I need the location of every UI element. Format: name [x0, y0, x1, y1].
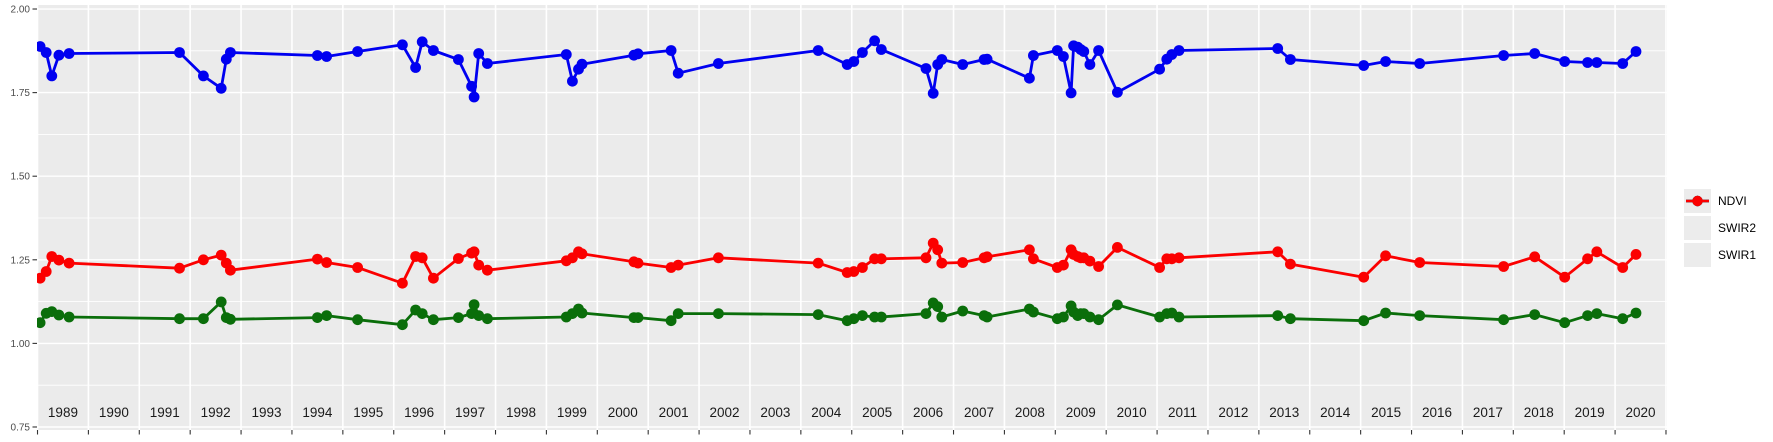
y-tick-label: 1.25	[11, 255, 31, 266]
x-tick-label: 1998	[506, 405, 536, 420]
legend-item-swir2: SWIR2	[1684, 195, 1757, 240]
x-tick-label: 2006	[913, 405, 943, 420]
x-tick-label: 1989	[48, 405, 78, 420]
legend-label-swir2: SWIR2	[1718, 221, 1757, 235]
x-tick-label: 2004	[811, 405, 842, 420]
x-tick-label: 1990	[99, 405, 129, 420]
legend-marker-icon	[1686, 195, 1709, 207]
x-tick-label: 1994	[302, 405, 333, 420]
y-tick-label: 2.00	[11, 5, 31, 16]
x-tick-label: 2016	[1422, 405, 1452, 420]
x-tick-label: 2011	[1168, 405, 1197, 420]
legend-label-swir1: SWIR1	[1718, 248, 1757, 262]
x-tick-label: 2000	[608, 405, 638, 420]
x-tick-label: 1995	[353, 405, 383, 420]
series-swir2	[37, 296, 1642, 331]
x-tick-label: 1999	[557, 405, 587, 420]
x-tick-label: 2019	[1575, 405, 1605, 420]
x-tick-label: 1997	[455, 405, 485, 420]
x-tick-label: 2014	[1320, 405, 1351, 420]
x-tick-label: 1991	[150, 405, 180, 420]
legend: NDVI SWIR2 SWIR1	[1684, 189, 1756, 267]
x-tick-label: 2008	[1015, 405, 1045, 420]
x-tick-label: 1993	[251, 405, 281, 420]
y-tick-label: 0.75	[11, 422, 31, 433]
legend-key-swir2	[1684, 195, 1711, 240]
series-ndvi	[37, 35, 1642, 103]
x-tick-label: 1992	[201, 405, 231, 420]
y-axis-labels: 0.75 1.00 1.25 1.50 1.75 2.00	[11, 5, 31, 434]
x-tick-label: 1996	[404, 405, 434, 420]
x-tick-label: 2007	[964, 405, 994, 420]
y-tick-label: 1.00	[11, 339, 31, 350]
x-axis-labels: 1989 1990 1991 1992 1993 1994 1995 1996 1997 1998…	[48, 405, 1656, 420]
x-tick-label: 2001	[659, 405, 689, 420]
legend-item-swir1: SWIR1	[1684, 195, 1757, 267]
series-swir1	[37, 237, 1642, 289]
x-tick-label: 2012	[1218, 405, 1248, 420]
axis-ticks	[32, 8, 1667, 435]
x-tick-label: 2015	[1371, 405, 1401, 420]
x-tick-label: 2003	[760, 405, 790, 420]
x-tick-label: 2017	[1473, 405, 1503, 420]
x-tick-label: 2020	[1626, 405, 1656, 420]
y-tick-label: 1.75	[11, 88, 31, 99]
legend-label-ndvi: NDVI	[1718, 194, 1747, 208]
x-tick-label: 2018	[1524, 405, 1554, 420]
x-tick-label: 2013	[1269, 405, 1299, 420]
y-tick-label: 1.50	[11, 172, 31, 183]
legend-key-swir1	[1684, 195, 1711, 267]
x-tick-label: 2002	[709, 405, 739, 420]
x-tick-label: 2005	[862, 405, 892, 420]
x-tick-label: 2010	[1117, 405, 1147, 420]
x-tick-label: 2009	[1066, 405, 1096, 420]
